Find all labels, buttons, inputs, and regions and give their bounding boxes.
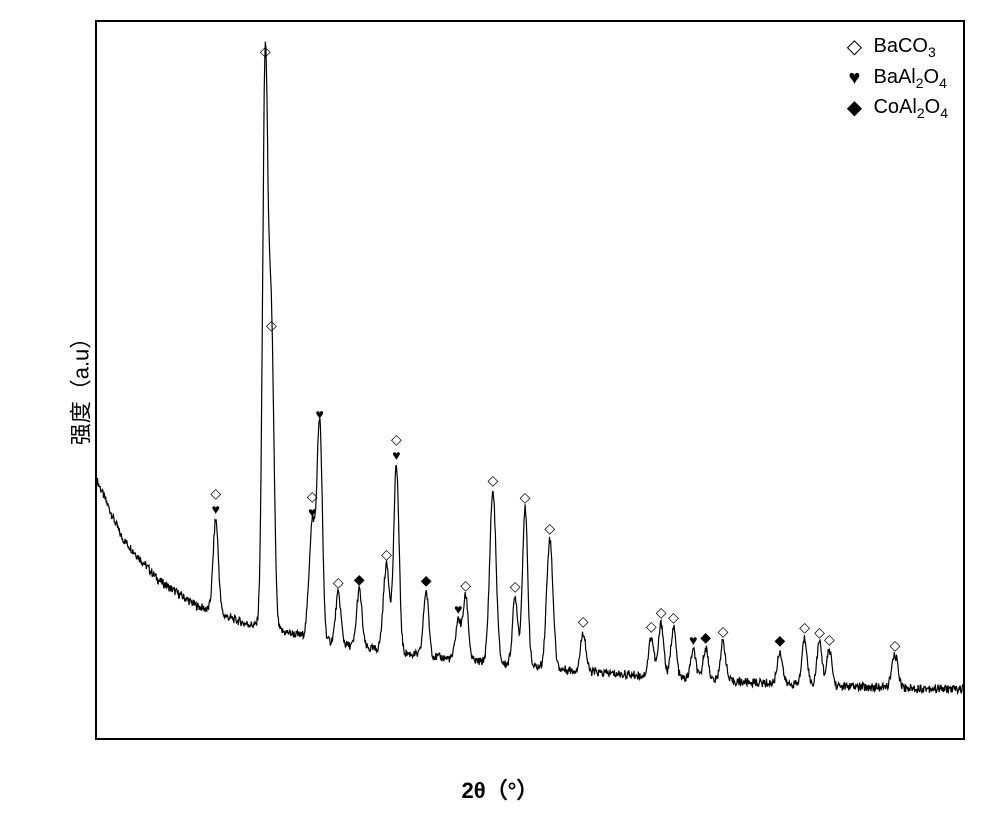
legend: ◇ BaCO3 ♥ BaAl2O4 ◆ CoAl2O4	[845, 32, 948, 124]
legend-item: ◆ CoAl2O4	[845, 93, 948, 124]
plot-area: ◇ BaCO3 ♥ BaAl2O4 ◆ CoAl2O4 ♥◇◇◇♥◇♥◇◆◇♥◇…	[95, 20, 965, 740]
diamond-solid-icon: ◆	[845, 94, 863, 122]
xrd-curve	[97, 22, 963, 738]
y-axis-label: 强度（a.u）	[63, 327, 95, 446]
legend-item: ♥ BaAl2O4	[845, 63, 948, 94]
legend-label: BaCO3	[873, 32, 935, 63]
legend-item: ◇ BaCO3	[845, 32, 948, 63]
x-axis-label: 2θ（°）	[0, 773, 1000, 805]
legend-label: CoAl2O4	[873, 93, 948, 124]
xrd-figure: 强度（a.u） 2θ（°） ◇ BaCO3 ♥ BaAl2O4 ◆ CoAl2O…	[0, 0, 1000, 823]
legend-label: BaAl2O4	[873, 63, 946, 94]
heart-icon: ♥	[845, 64, 863, 92]
diamond-open-icon: ◇	[845, 33, 863, 61]
